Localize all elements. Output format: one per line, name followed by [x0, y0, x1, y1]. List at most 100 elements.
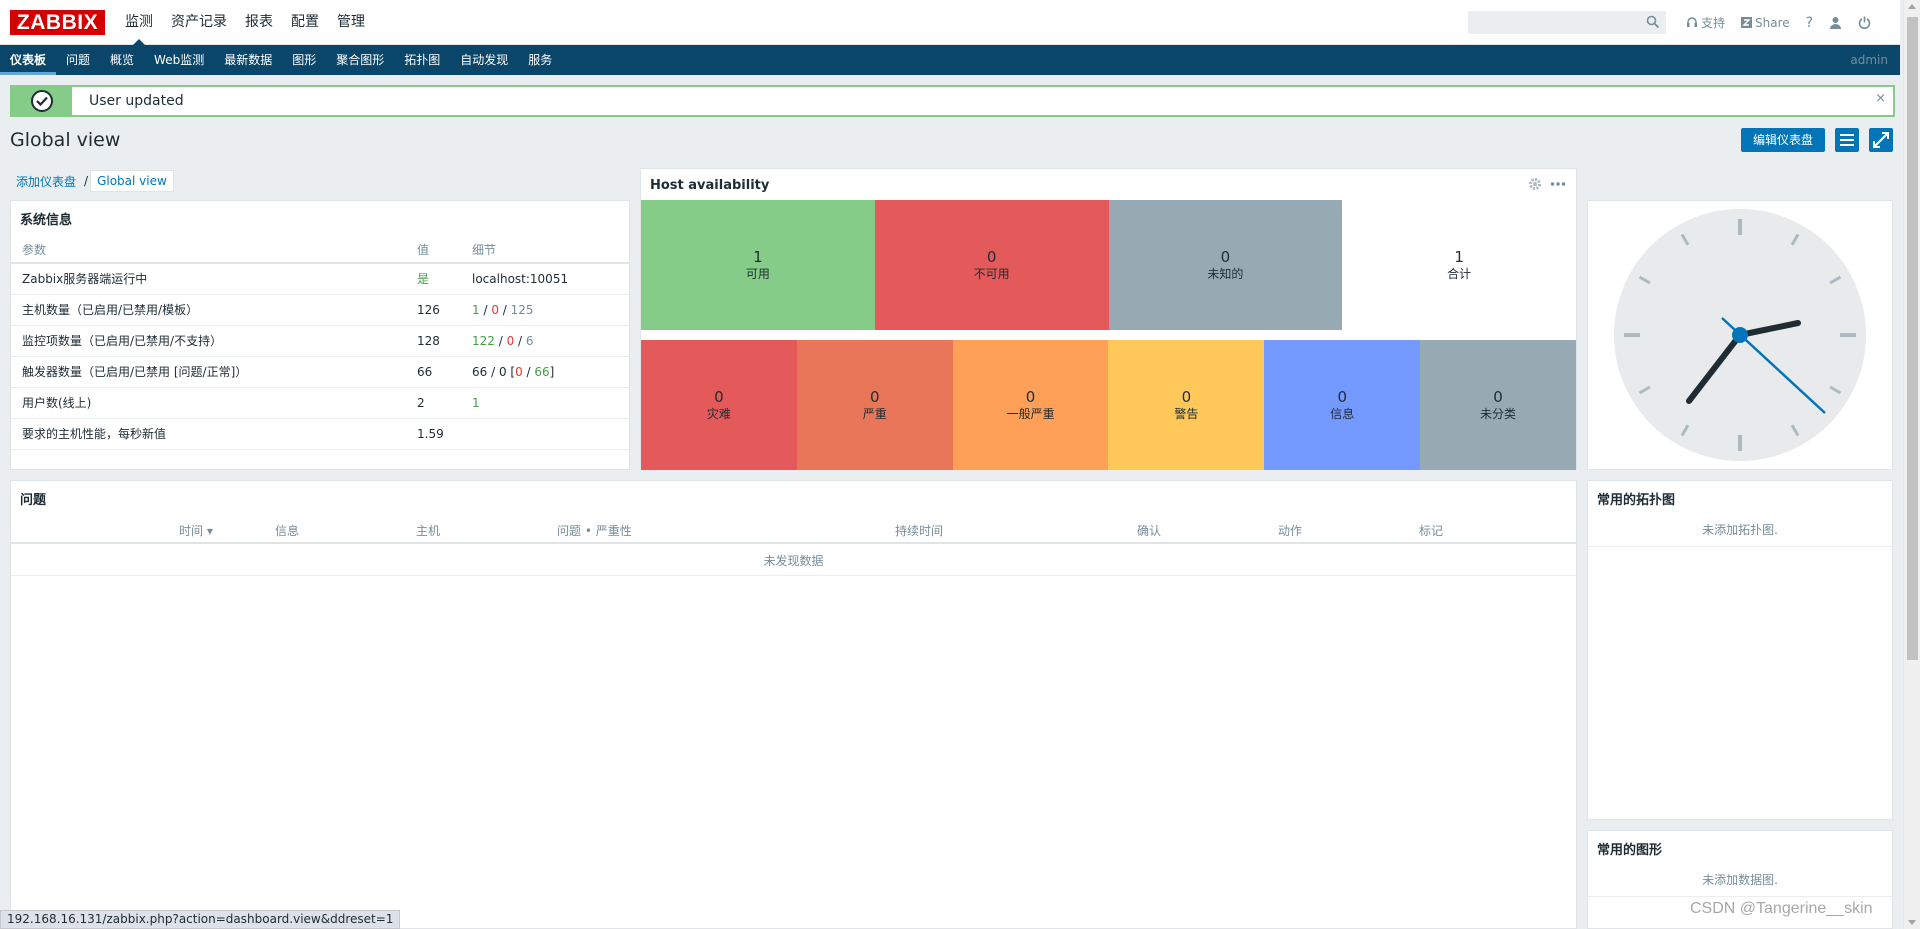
menu-administration[interactable]: 管理 [337, 14, 365, 30]
edit-dashboard-button[interactable]: 编辑仪表盘 [1741, 128, 1825, 152]
severity-cell[interactable]: 0 灾难 [641, 340, 797, 470]
severity-row: 0 灾难 0 严重 0 一般严重 0 警告 0 信息 0 未分类 [641, 340, 1576, 470]
cell-count: 0 [869, 388, 880, 406]
detail-cell [461, 418, 629, 450]
user-profile-link[interactable] [1821, 16, 1850, 29]
trigger-prefix: 66 / 0 [ [472, 364, 516, 379]
submenu-latest-data[interactable]: 最新数据 [224, 53, 273, 67]
submenu-maps[interactable]: 拓扑图 [404, 53, 441, 67]
menu-reports[interactable]: 报表 [245, 14, 273, 30]
breadcrumb-current[interactable]: Global view [90, 170, 174, 192]
cell-label: 未知的 [1207, 267, 1244, 281]
clock-tick [1829, 385, 1842, 395]
column-info: 信息 [275, 524, 300, 538]
param-cell: 监控项数量（已启用/已禁用/不支持） [11, 325, 406, 357]
menu-monitoring[interactable]: 监测 [116, 0, 162, 45]
submenu-web[interactable]: Web监测 [154, 53, 205, 67]
detail-cell: 66 / 0 [0 / 66] [461, 356, 629, 388]
column-time[interactable]: 时间 ▾ [179, 524, 213, 538]
problems-table-header: 时间 ▾ 信息 主机 问题 • 严重性 持续时间 确认 动作 标记 [11, 514, 1576, 544]
param-cell: 用户数(线上) [11, 387, 406, 419]
table-row: 要求的主机性能，每秒新值 1.59 [11, 418, 629, 450]
search-input[interactable] [1469, 12, 1639, 33]
menu-configuration[interactable]: 配置 [291, 14, 319, 30]
severity-cell[interactable]: 0 警告 [1108, 340, 1265, 470]
close-message-icon[interactable]: × [1875, 91, 1886, 106]
watermark: CSDN @Tangerine__skin [1690, 900, 1873, 917]
share-link[interactable]: Share [1733, 16, 1798, 30]
submenu-problems[interactable]: 问题 [66, 53, 91, 67]
submenu-discovery[interactable]: 自动发现 [460, 53, 509, 67]
detail-cell: 1 [461, 387, 629, 419]
cell-label: 信息 [1330, 407, 1355, 421]
submenu-graphs[interactable]: 图形 [292, 53, 317, 67]
severity-cell[interactable]: 0 严重 [796, 340, 953, 470]
main-menu: 监测 资产记录 报表 配置 管理 [116, 0, 374, 45]
share-label: Share [1755, 15, 1790, 30]
more-options-icon[interactable] [1550, 177, 1566, 191]
detail-cell: 122 / 0 / 6 [461, 325, 629, 357]
zabbix-logo[interactable]: ZABBIX [10, 10, 105, 35]
check-circle-icon [31, 90, 53, 112]
value-cell: 126 [406, 294, 461, 326]
column-duration: 持续时间 [895, 524, 944, 538]
support-link[interactable]: 支持 [1678, 14, 1733, 31]
breadcrumb: 添加仪表盘 / Global view [10, 170, 174, 192]
column-header: 参数 [11, 237, 406, 264]
submenu-overview[interactable]: 概览 [110, 53, 135, 67]
table-row: 用户数(线上) 2 1 [11, 387, 629, 419]
cell-label: 一般严重 [1006, 407, 1055, 421]
submenu-list: 仪表板 问题 概览 Web监测 最新数据 图形 聚合图形 拓扑图 自动发现 服务 [0, 45, 562, 75]
availability-cell[interactable]: 1 可用 [641, 200, 875, 330]
availability-cell[interactable]: 1 合计 [1342, 200, 1576, 330]
param-cell: 要求的主机性能，每秒新值 [11, 418, 406, 450]
submenu-dashboard[interactable]: 仪表板 [0, 45, 57, 75]
power-icon [1858, 16, 1871, 29]
trigger-separator: / [522, 364, 535, 379]
fullscreen-button[interactable] [1869, 128, 1893, 152]
disabled-count: 0 [491, 302, 499, 317]
availability-summary-row: 1 可用 0 不可用 0 未知的 1 合计 [641, 200, 1576, 330]
status-url: 192.168.16.131/zabbix.php?action=dashboa… [0, 910, 401, 929]
system-info-widget: 系统信息 参数 值 细节 Zabbix服务器端运行中 是 localhost:1… [10, 200, 630, 470]
param-cell: Zabbix服务器端运行中 [11, 263, 406, 295]
breadcrumb-parent[interactable]: 添加仪表盘 [16, 174, 77, 189]
severity-cell[interactable]: 0 未分类 [1420, 340, 1576, 470]
severity-cell[interactable]: 0 信息 [1264, 340, 1421, 470]
logout-link[interactable] [1850, 16, 1879, 29]
value-cell: 66 [406, 356, 461, 388]
search-icon[interactable] [1646, 15, 1660, 29]
menu-icon [1840, 134, 1854, 146]
severity-cell[interactable]: 0 一般严重 [952, 340, 1109, 470]
page-scrollbar[interactable] [1903, 0, 1920, 929]
widget-title: 系统信息 [20, 213, 73, 228]
disabled-count: 0 [506, 333, 515, 348]
dashboard-menu-button[interactable] [1835, 128, 1859, 152]
problem-count: 0 [515, 364, 523, 379]
widget-header-tools [1528, 177, 1566, 191]
favorite-maps-widget: 常用的拓扑图 未添加拓扑图. [1587, 480, 1893, 820]
help-link[interactable]: ? [1798, 15, 1821, 31]
availability-cell[interactable]: 0 不可用 [874, 200, 1109, 330]
menu-inventory[interactable]: 资产记录 [171, 14, 227, 30]
column-host: 主机 [416, 524, 441, 538]
favorite-graphs-widget: 常用的图形 未添加数据图. [1587, 830, 1893, 929]
value-cell: 是 [406, 263, 461, 295]
help-icon: ? [1805, 14, 1814, 31]
widget-title: 问题 [20, 493, 47, 508]
cell-label: 不可用 [973, 267, 1010, 281]
breadcrumb-separator: / [84, 174, 89, 188]
value-cell: 1.59 [406, 418, 461, 450]
detail-cell: 1 / 0 / 125 [461, 294, 629, 326]
submenu-services[interactable]: 服务 [528, 53, 553, 67]
gear-icon[interactable] [1528, 177, 1542, 191]
scroll-down-icon[interactable] [1908, 920, 1916, 925]
cell-count: 1 [1454, 248, 1464, 266]
scroll-up-icon[interactable] [1908, 4, 1916, 9]
submenu-screens[interactable]: 聚合图形 [336, 53, 385, 67]
scroll-thumb[interactable] [1907, 17, 1918, 660]
success-message: User updated × [10, 85, 1895, 117]
availability-cell[interactable]: 0 未知的 [1108, 200, 1343, 330]
column-header: 值 [406, 237, 461, 264]
column-header: 细节 [461, 237, 629, 264]
